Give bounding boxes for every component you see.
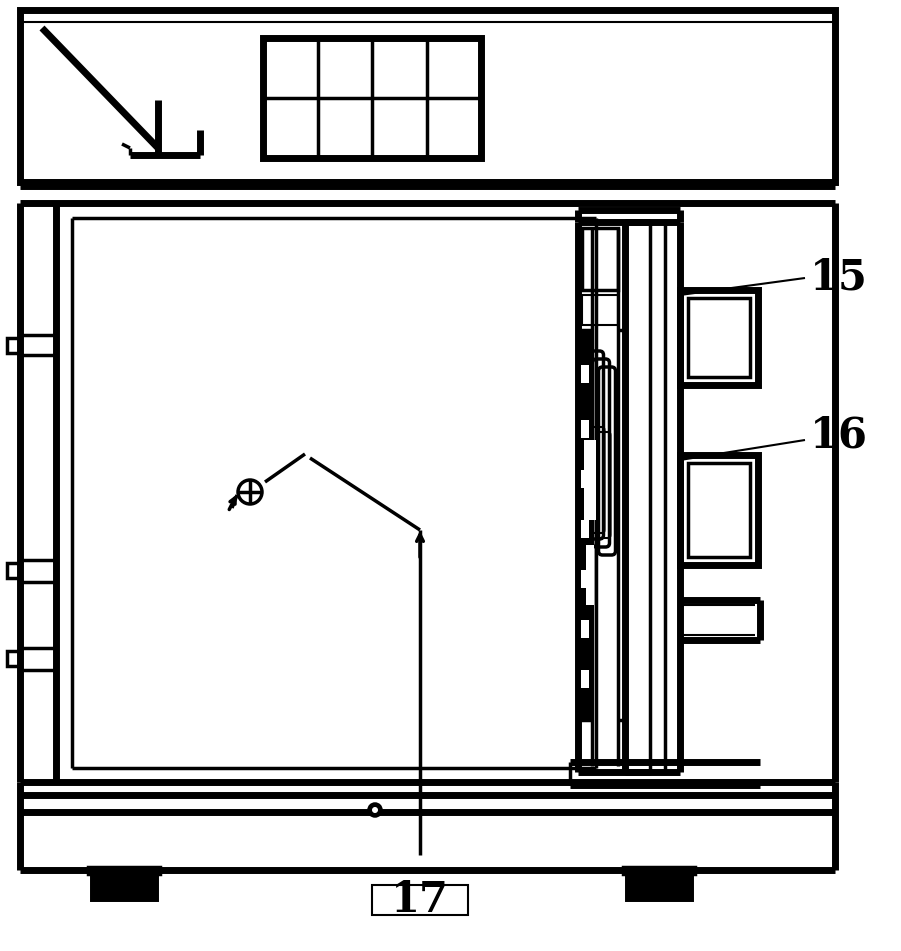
- Bar: [580, 335, 590, 715]
- Text: 17: 17: [391, 879, 449, 921]
- Bar: [581, 570, 589, 588]
- Bar: [20, 10, 835, 182]
- Bar: [93, 872, 155, 898]
- Bar: [584, 440, 596, 520]
- Bar: [372, 885, 468, 915]
- Bar: [680, 455, 758, 565]
- Text: 15: 15: [810, 257, 868, 299]
- Bar: [688, 463, 750, 557]
- Circle shape: [369, 804, 381, 816]
- Bar: [581, 365, 589, 383]
- Bar: [586, 545, 594, 605]
- Bar: [688, 298, 750, 377]
- Bar: [582, 295, 618, 325]
- Bar: [581, 520, 589, 538]
- Bar: [628, 872, 690, 898]
- Bar: [263, 38, 481, 158]
- Bar: [623, 867, 695, 874]
- Bar: [581, 470, 589, 488]
- Circle shape: [372, 807, 378, 813]
- Bar: [7, 338, 20, 353]
- Bar: [581, 620, 589, 638]
- Bar: [578, 330, 592, 720]
- Bar: [582, 228, 618, 290]
- Bar: [581, 420, 589, 438]
- Bar: [7, 651, 20, 666]
- Text: 16: 16: [810, 414, 868, 456]
- Bar: [88, 867, 160, 874]
- Bar: [581, 670, 589, 688]
- Bar: [7, 563, 20, 578]
- Bar: [680, 290, 758, 385]
